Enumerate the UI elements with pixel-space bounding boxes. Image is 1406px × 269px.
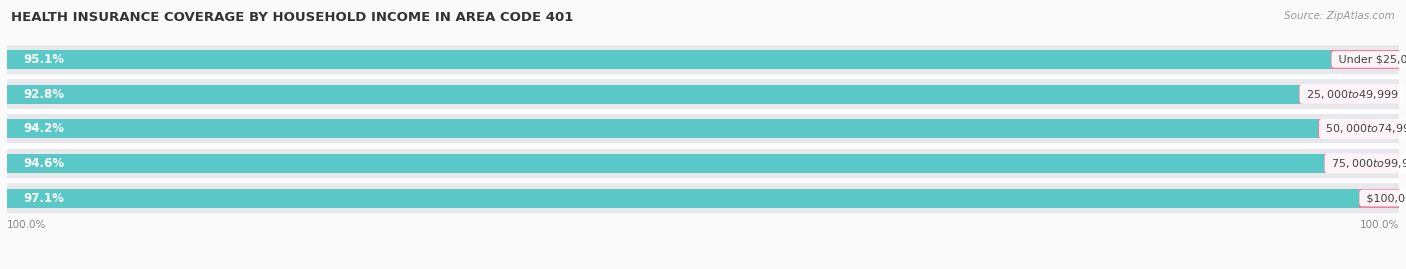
Bar [7,79,1399,109]
Bar [7,114,1399,143]
Bar [7,50,1330,69]
Text: Source: ZipAtlas.com: Source: ZipAtlas.com [1284,11,1395,21]
Text: 100.0%: 100.0% [7,220,46,229]
Bar [7,154,1324,173]
Bar [7,119,1319,138]
Bar [7,149,1399,178]
Text: 100.0%: 100.0% [1360,220,1399,229]
Text: 95.1%: 95.1% [24,53,65,66]
Bar [1330,50,1399,69]
Text: $25,000 to $49,999: $25,000 to $49,999 [1303,88,1399,101]
Text: Under $25,000: Under $25,000 [1334,54,1406,64]
Text: 94.2%: 94.2% [24,122,65,135]
Bar [7,45,1399,74]
Bar [7,84,1299,104]
Text: $75,000 to $99,999: $75,000 to $99,999 [1329,157,1406,170]
Bar [1324,154,1399,173]
Bar [1299,84,1399,104]
Bar [7,183,1399,213]
Bar [1319,119,1399,138]
Text: 97.1%: 97.1% [24,192,65,204]
Text: 94.6%: 94.6% [24,157,65,170]
Text: HEALTH INSURANCE COVERAGE BY HOUSEHOLD INCOME IN AREA CODE 401: HEALTH INSURANCE COVERAGE BY HOUSEHOLD I… [11,11,574,24]
Bar [7,189,1358,208]
Text: 92.8%: 92.8% [24,88,65,101]
Text: $100,000 and over: $100,000 and over [1362,193,1406,203]
Text: $50,000 to $74,999: $50,000 to $74,999 [1323,122,1406,135]
Bar [1358,189,1399,208]
